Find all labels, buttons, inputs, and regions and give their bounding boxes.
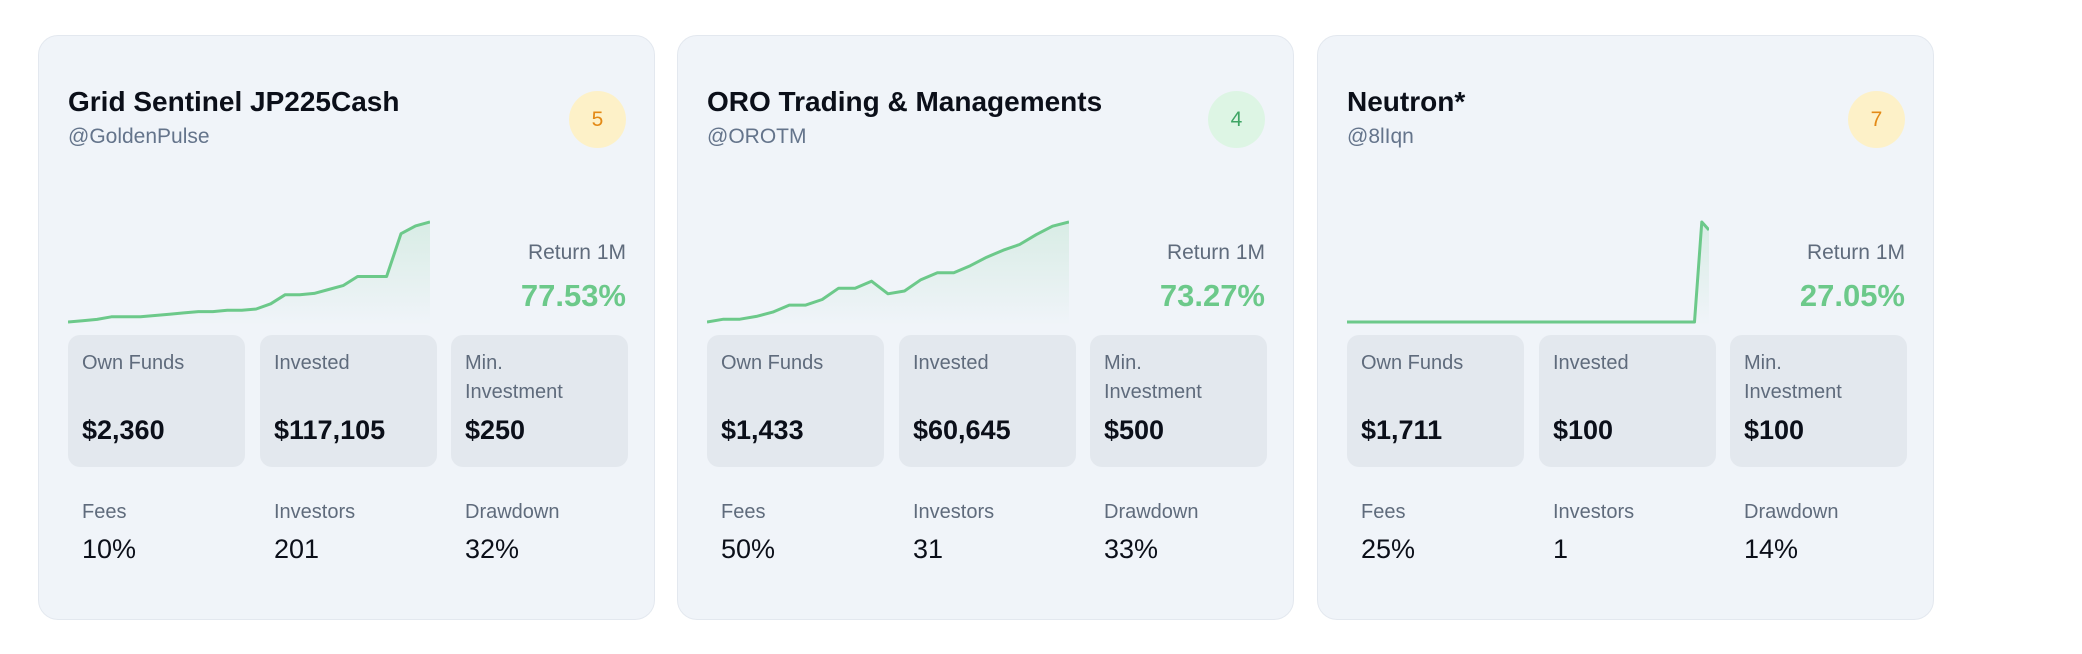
metric-value: 1	[1553, 534, 1569, 564]
sparkline-area	[707, 222, 1069, 326]
risk-score-badge: 5	[569, 91, 626, 148]
metric-label: Fees	[721, 501, 766, 523]
metric-label: Fees	[1361, 501, 1406, 523]
stat-value: $2,360	[82, 415, 165, 445]
strategy-title[interactable]: ORO Trading & Managements	[707, 86, 1103, 117]
stat-value: $117,105	[274, 415, 386, 445]
author-handle[interactable]: @OROTM	[707, 125, 807, 148]
return-value: 77.53%	[520, 278, 626, 313]
metric-label: Investors	[913, 501, 995, 523]
invested-box: Invested $60,645	[899, 335, 1076, 467]
stat-label: Min. Investment	[1744, 352, 1842, 403]
return-sparkline	[707, 220, 1069, 326]
min-investment-box: Min. Investment $500	[1090, 335, 1267, 467]
return-value: 73.27%	[1159, 278, 1265, 313]
drawdown-metric: Drawdown 14%	[1744, 501, 1838, 565]
metric-label: Investors	[274, 501, 356, 523]
stat-value: $1,711	[1361, 415, 1443, 445]
strategy-card[interactable]: ORO Trading & Managements @OROTM 4 Retur…	[677, 35, 1294, 620]
sparkline-line	[68, 220, 430, 324]
metric-label: Fees	[82, 501, 127, 523]
sparkline-area	[1347, 222, 1709, 326]
strategy-card[interactable]: Neutron* @8lIqn 7 Return 1M 27.05% Own F…	[1317, 35, 1934, 620]
stat-label: Min. Investment	[1104, 352, 1202, 403]
stat-value: $250	[465, 415, 526, 445]
author-handle[interactable]: @GoldenPulse	[68, 125, 210, 148]
metric-value: 33%	[1104, 534, 1159, 564]
metric-value: 201	[274, 534, 320, 564]
stat-label: Own Funds	[82, 352, 185, 374]
drawdown-metric: Drawdown 33%	[1104, 501, 1198, 565]
fees-metric: Fees 50%	[721, 501, 775, 565]
strategy-title[interactable]: Neutron*	[1347, 86, 1466, 117]
metric-value: 10%	[82, 534, 137, 564]
stat-value: $1,433	[721, 415, 804, 445]
stat-value: $100	[1744, 415, 1805, 445]
strategy-title[interactable]: Grid Sentinel JP225Cash	[68, 86, 400, 117]
return-label: Return 1M	[1166, 241, 1265, 264]
fees-metric: Fees 10%	[82, 501, 136, 565]
invested-box: Invested $100	[1539, 335, 1716, 467]
return-label: Return 1M	[527, 241, 626, 264]
min-investment-box: Min. Investment $100	[1730, 335, 1907, 467]
metric-label: Drawdown	[1104, 501, 1199, 523]
sparkline-area	[68, 222, 430, 326]
metric-value: 25%	[1361, 534, 1416, 564]
own-funds-box: Own Funds $1,711	[1347, 335, 1524, 467]
min-investment-box: Min. Investment $250	[451, 335, 628, 467]
own-funds-box: Own Funds $1,433	[707, 335, 884, 467]
stat-label: Own Funds	[1361, 352, 1464, 374]
stat-value: $500	[1104, 415, 1165, 445]
stat-label: Invested	[913, 352, 989, 374]
return-sparkline	[68, 220, 430, 326]
invested-box: Invested $117,105	[260, 335, 437, 467]
fees-metric: Fees 25%	[1361, 501, 1415, 565]
stat-label: Min. Investment	[465, 352, 563, 403]
return-value: 27.05%	[1799, 278, 1905, 313]
investors-metric: Investors 1	[1553, 501, 1634, 565]
drawdown-metric: Drawdown 32%	[465, 501, 559, 565]
metric-value: 50%	[721, 534, 776, 564]
return-sparkline	[1347, 220, 1709, 326]
metric-value: 32%	[465, 534, 520, 564]
stat-label: Invested	[274, 352, 350, 374]
return-label: Return 1M	[1806, 241, 1905, 264]
risk-score-badge: 4	[1208, 91, 1265, 148]
stat-label: Own Funds	[721, 352, 824, 374]
sparkline-line	[1347, 220, 1709, 324]
stat-value: $60,645	[913, 415, 1011, 445]
investors-metric: Investors 31	[913, 501, 994, 565]
stat-value: $100	[1553, 415, 1614, 445]
own-funds-box: Own Funds $2,360	[68, 335, 245, 467]
sparkline-line	[707, 220, 1069, 324]
stat-label: Invested	[1553, 352, 1629, 374]
metric-label: Drawdown	[465, 501, 560, 523]
metric-value: 31	[913, 534, 944, 564]
metric-label: Investors	[1553, 501, 1635, 523]
author-handle[interactable]: @8lIqn	[1347, 125, 1414, 148]
strategy-card[interactable]: Grid Sentinel JP225Cash @GoldenPulse 5 R…	[38, 35, 655, 620]
metric-value: 14%	[1744, 534, 1799, 564]
investors-metric: Investors 201	[274, 501, 355, 565]
risk-score-badge: 7	[1848, 91, 1905, 148]
metric-label: Drawdown	[1744, 501, 1839, 523]
